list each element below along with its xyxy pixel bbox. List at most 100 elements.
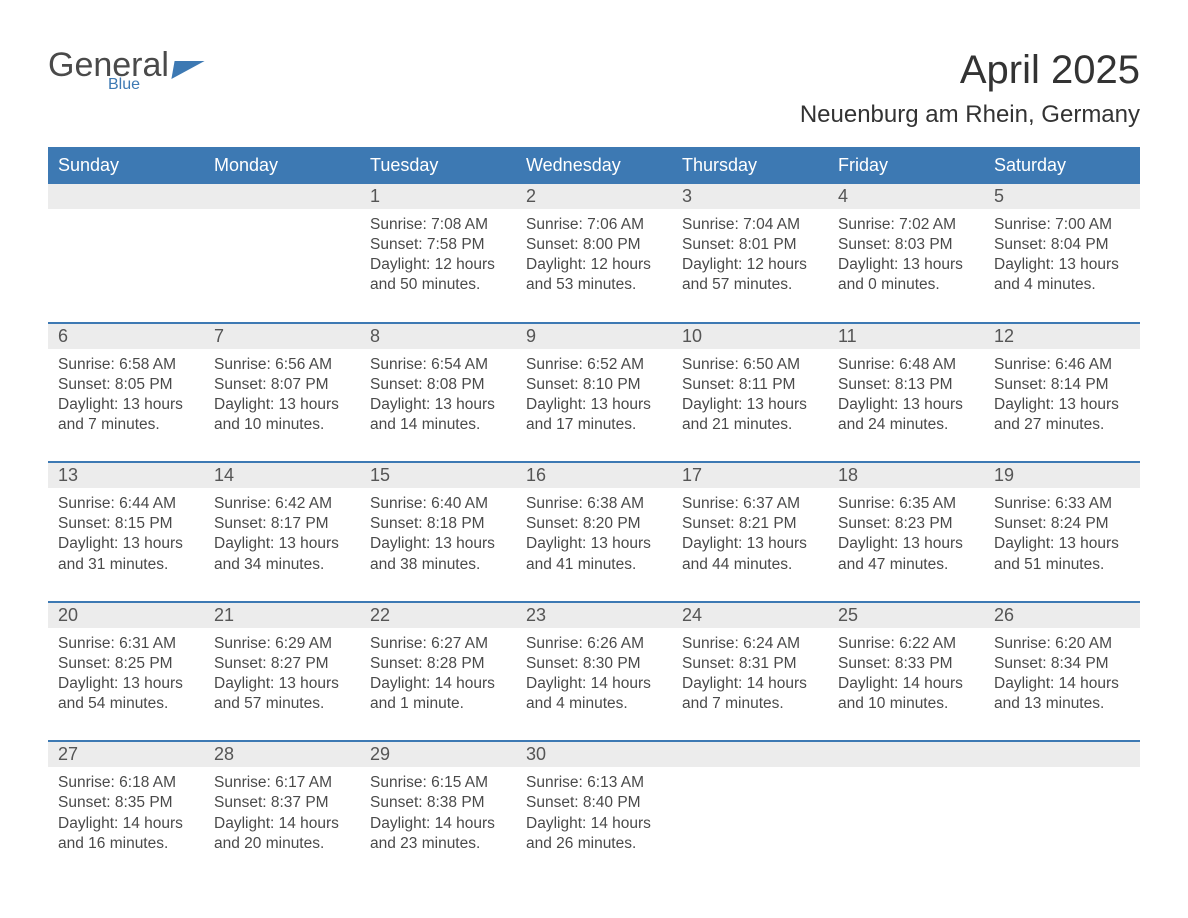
- day-number: 10: [672, 324, 828, 349]
- day2-text: and 57 minutes.: [682, 275, 818, 295]
- day1-text: Daylight: 13 hours: [214, 395, 350, 415]
- day-number: 23: [516, 603, 672, 628]
- location-label: Neuenburg am Rhein, Germany: [800, 101, 1140, 129]
- day-number: 7: [204, 324, 360, 349]
- sunset-text: Sunset: 8:35 PM: [58, 793, 194, 813]
- day-cell: Sunrise: 6:22 AMSunset: 8:33 PMDaylight:…: [828, 628, 984, 733]
- day-cell: Sunrise: 6:50 AMSunset: 8:11 PMDaylight:…: [672, 349, 828, 454]
- day-number: 11: [828, 324, 984, 349]
- day-cell: Sunrise: 6:38 AMSunset: 8:20 PMDaylight:…: [516, 488, 672, 593]
- sunrise-text: Sunrise: 7:00 AM: [994, 215, 1130, 235]
- day1-text: Daylight: 14 hours: [370, 814, 506, 834]
- day-number: 21: [204, 603, 360, 628]
- sunrise-text: Sunrise: 6:35 AM: [838, 494, 974, 514]
- day2-text: and 20 minutes.: [214, 834, 350, 854]
- day2-text: and 41 minutes.: [526, 555, 662, 575]
- day2-text: and 13 minutes.: [994, 694, 1130, 714]
- header: General Blue April 2025 Neuenburg am Rhe…: [48, 48, 1140, 129]
- day1-text: Daylight: 14 hours: [994, 674, 1130, 694]
- day-number: 22: [360, 603, 516, 628]
- day-cell: Sunrise: 6:35 AMSunset: 8:23 PMDaylight:…: [828, 488, 984, 593]
- day-number: 20: [48, 603, 204, 628]
- day-cell: [984, 767, 1140, 872]
- day-number: 12: [984, 324, 1140, 349]
- day2-text: and 38 minutes.: [370, 555, 506, 575]
- month-title: April 2025: [800, 48, 1140, 93]
- sunset-text: Sunset: 8:25 PM: [58, 654, 194, 674]
- sunset-text: Sunset: 8:38 PM: [370, 793, 506, 813]
- day-number: 4: [828, 184, 984, 209]
- day-cell: Sunrise: 6:58 AMSunset: 8:05 PMDaylight:…: [48, 349, 204, 454]
- weekday-col: Thursday: [672, 147, 828, 184]
- day2-text: and 10 minutes.: [214, 415, 350, 435]
- day1-text: Daylight: 14 hours: [682, 674, 818, 694]
- day-cell: Sunrise: 6:29 AMSunset: 8:27 PMDaylight:…: [204, 628, 360, 733]
- day1-text: Daylight: 14 hours: [58, 814, 194, 834]
- day1-text: Daylight: 14 hours: [370, 674, 506, 694]
- day-number: 6: [48, 324, 204, 349]
- day-number-row: 13141516171819: [48, 463, 1140, 488]
- day-number: 13: [48, 463, 204, 488]
- day-number: 29: [360, 742, 516, 767]
- day-cell: Sunrise: 7:06 AMSunset: 8:00 PMDaylight:…: [516, 209, 672, 314]
- sunrise-text: Sunrise: 6:50 AM: [682, 355, 818, 375]
- sunset-text: Sunset: 8:24 PM: [994, 514, 1130, 534]
- day-number: [48, 184, 204, 209]
- day-number: 18: [828, 463, 984, 488]
- calendar-week: 6789101112Sunrise: 6:58 AMSunset: 8:05 P…: [48, 322, 1140, 454]
- sunset-text: Sunset: 8:18 PM: [370, 514, 506, 534]
- day2-text: and 24 minutes.: [838, 415, 974, 435]
- day-cell: Sunrise: 6:56 AMSunset: 8:07 PMDaylight:…: [204, 349, 360, 454]
- sunrise-text: Sunrise: 6:54 AM: [370, 355, 506, 375]
- day-number: 27: [48, 742, 204, 767]
- day-number-row: 20212223242526: [48, 603, 1140, 628]
- brand-mark-icon: [171, 61, 204, 79]
- day1-text: Daylight: 14 hours: [214, 814, 350, 834]
- day-cell: Sunrise: 6:54 AMSunset: 8:08 PMDaylight:…: [360, 349, 516, 454]
- sunrise-text: Sunrise: 6:17 AM: [214, 773, 350, 793]
- sunset-text: Sunset: 8:07 PM: [214, 375, 350, 395]
- sunset-text: Sunset: 8:28 PM: [370, 654, 506, 674]
- day-cell: [672, 767, 828, 872]
- day2-text: and 4 minutes.: [994, 275, 1130, 295]
- sunset-text: Sunset: 8:34 PM: [994, 654, 1130, 674]
- day-cell: Sunrise: 6:52 AMSunset: 8:10 PMDaylight:…: [516, 349, 672, 454]
- sunrise-text: Sunrise: 6:22 AM: [838, 634, 974, 654]
- day1-text: Daylight: 13 hours: [994, 534, 1130, 554]
- day-number: 14: [204, 463, 360, 488]
- day-number: 5: [984, 184, 1140, 209]
- day2-text: and 44 minutes.: [682, 555, 818, 575]
- day1-text: Daylight: 13 hours: [838, 395, 974, 415]
- day2-text: and 10 minutes.: [838, 694, 974, 714]
- day2-text: and 34 minutes.: [214, 555, 350, 575]
- day2-text: and 17 minutes.: [526, 415, 662, 435]
- day-number: [828, 742, 984, 767]
- day-cell: Sunrise: 6:24 AMSunset: 8:31 PMDaylight:…: [672, 628, 828, 733]
- day-cell: Sunrise: 7:04 AMSunset: 8:01 PMDaylight:…: [672, 209, 828, 314]
- brand-logo: General Blue: [48, 48, 203, 94]
- calendar: Sunday Monday Tuesday Wednesday Thursday…: [48, 147, 1140, 872]
- day2-text: and 16 minutes.: [58, 834, 194, 854]
- sunset-text: Sunset: 8:31 PM: [682, 654, 818, 674]
- sunrise-text: Sunrise: 6:31 AM: [58, 634, 194, 654]
- sunset-text: Sunset: 8:23 PM: [838, 514, 974, 534]
- day-number: 25: [828, 603, 984, 628]
- day-number: [204, 184, 360, 209]
- weekday-col: Sunday: [48, 147, 204, 184]
- sunset-text: Sunset: 8:21 PM: [682, 514, 818, 534]
- day1-text: Daylight: 13 hours: [526, 534, 662, 554]
- day-cell: Sunrise: 6:46 AMSunset: 8:14 PMDaylight:…: [984, 349, 1140, 454]
- day2-text: and 50 minutes.: [370, 275, 506, 295]
- day2-text: and 26 minutes.: [526, 834, 662, 854]
- day1-text: Daylight: 13 hours: [838, 255, 974, 275]
- day1-text: Daylight: 12 hours: [526, 255, 662, 275]
- day-cell: Sunrise: 7:02 AMSunset: 8:03 PMDaylight:…: [828, 209, 984, 314]
- day2-text: and 7 minutes.: [682, 694, 818, 714]
- sunrise-text: Sunrise: 6:24 AM: [682, 634, 818, 654]
- day2-text: and 4 minutes.: [526, 694, 662, 714]
- day-cell: Sunrise: 6:40 AMSunset: 8:18 PMDaylight:…: [360, 488, 516, 593]
- day1-text: Daylight: 12 hours: [370, 255, 506, 275]
- sunrise-text: Sunrise: 6:58 AM: [58, 355, 194, 375]
- day1-text: Daylight: 12 hours: [682, 255, 818, 275]
- day2-text: and 14 minutes.: [370, 415, 506, 435]
